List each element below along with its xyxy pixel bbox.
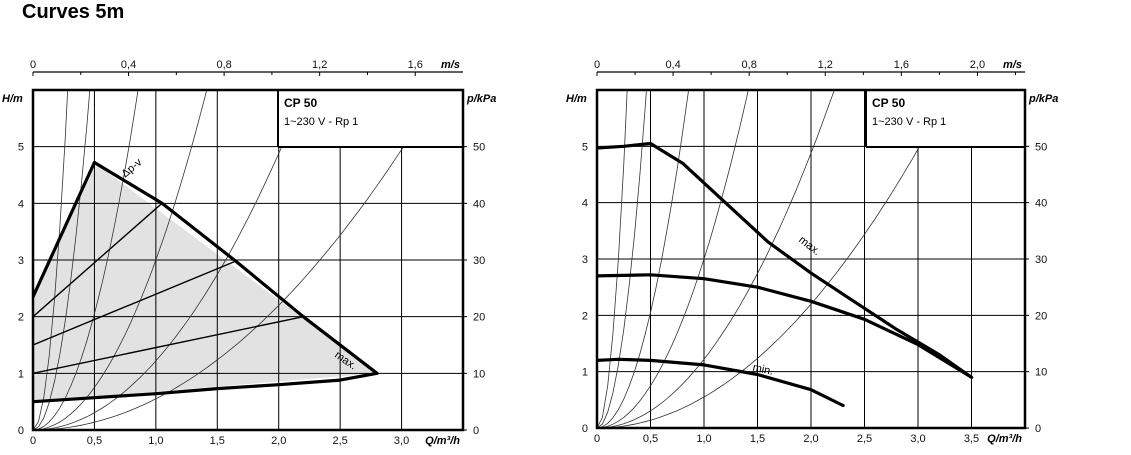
y-tick-label: 4	[582, 198, 588, 210]
x2-tick-label: 2,0	[970, 59, 985, 71]
model-variant: 1~230 V - Rp 1	[284, 116, 358, 128]
control-range-area	[33, 162, 377, 402]
model-name: CP 50	[284, 96, 317, 110]
y2-tick-label: 10	[473, 368, 485, 380]
x-tick-label: 1,0	[148, 435, 163, 447]
y2-tick-label: 20	[473, 312, 485, 324]
model-variant: 1~230 V - Rp 1	[872, 116, 946, 128]
y2-tick-label: 30	[1035, 254, 1047, 266]
y-tick-label: 0	[18, 425, 24, 437]
y2-tick-label: 50	[473, 142, 485, 154]
system-curve	[597, 90, 951, 428]
x-tick-label: 2,5	[857, 433, 872, 445]
x-tick-label: 3,0	[394, 435, 409, 447]
model-box-bg	[278, 90, 463, 147]
x2-axis-label: m/s	[1003, 59, 1022, 71]
y2-tick-label: 0	[473, 425, 479, 437]
y-tick-label: 5	[18, 142, 24, 154]
x-tick-label: 0,5	[87, 435, 102, 447]
x-tick-label: 2,5	[332, 435, 347, 447]
x-tick-label: 0	[594, 433, 600, 445]
x-axis-label: Q/m³/h	[425, 435, 460, 447]
system-curve	[597, 90, 647, 428]
y-tick-label: 2	[582, 310, 588, 322]
x2-tick-label: 0	[30, 59, 36, 71]
x-tick-label: 0,5	[643, 433, 658, 445]
x2-tick-label: 1,6	[894, 59, 909, 71]
x2-tick-label: 1,2	[312, 59, 327, 71]
y2-axis-label: p/kPa	[466, 93, 496, 105]
pump-curve	[597, 273, 974, 379]
pump-curve	[33, 202, 163, 318]
x-tick-label: 1,0	[696, 433, 711, 445]
x2-tick-label: 1,6	[408, 59, 423, 71]
pump-curve	[33, 260, 237, 346]
pump-curve	[33, 160, 96, 299]
system-curve	[597, 90, 689, 428]
y-tick-label: 3	[582, 254, 588, 266]
system-curve	[597, 90, 835, 428]
pump-curve	[597, 141, 974, 379]
system-curve	[33, 90, 440, 430]
x-tick-label: 1,5	[210, 435, 225, 447]
curve-label: min.	[752, 362, 775, 378]
model-box-bg	[866, 90, 1025, 147]
system-curve	[33, 90, 306, 430]
pump-curve	[597, 357, 845, 408]
x2-tick-label: 0,4	[121, 59, 136, 71]
x-tick-label: 3,5	[964, 433, 979, 445]
y2-tick-label: 30	[473, 255, 485, 267]
system-curve	[597, 90, 749, 428]
system-curve	[33, 90, 91, 430]
y2-tick-label: 40	[473, 198, 485, 210]
system-curve	[33, 90, 69, 430]
system-curve	[33, 90, 139, 430]
y-tick-label: 2	[18, 312, 24, 324]
pump-curve	[33, 371, 379, 404]
y2-tick-label: 10	[1035, 367, 1047, 379]
y2-tick-label: 0	[1035, 423, 1041, 435]
y-tick-label: 0	[582, 423, 588, 435]
pump-curve	[33, 316, 304, 374]
y-tick-label: 5	[582, 141, 588, 153]
x2-tick-label: 0	[594, 59, 600, 71]
x-tick-label: 1,5	[750, 433, 765, 445]
x2-tick-label: 0,4	[665, 59, 680, 71]
x-tick-label: 2,0	[803, 433, 818, 445]
y2-tick-label: 20	[1035, 310, 1047, 322]
x2-tick-label: 0,8	[742, 59, 757, 71]
x-tick-label: 3,0	[910, 433, 925, 445]
system-curve	[597, 90, 628, 428]
x2-tick-label: 1,2	[818, 59, 833, 71]
x2-axis-label: m/s	[441, 59, 460, 71]
y-tick-label: 4	[18, 198, 24, 210]
y-tick-label: 1	[582, 367, 588, 379]
x-tick-label: 0	[30, 435, 36, 447]
y-tick-label: 1	[18, 368, 24, 380]
x-tick-label: 2,0	[271, 435, 286, 447]
x2-tick-label: 0,8	[216, 59, 231, 71]
x-axis-label: Q/m³/h	[987, 433, 1022, 445]
page-title: Curves 5m	[22, 1, 125, 23]
y2-tick-label: 40	[1035, 198, 1047, 210]
model-name: CP 50	[872, 96, 905, 110]
y-tick-label: 3	[18, 255, 24, 267]
curve-label: max.	[796, 234, 822, 258]
y2-axis-label: p/kPa	[1028, 93, 1058, 105]
y-axis-label: H/m	[2, 93, 23, 105]
y2-tick-label: 50	[1035, 141, 1047, 153]
y-axis-label: H/m	[566, 93, 587, 105]
